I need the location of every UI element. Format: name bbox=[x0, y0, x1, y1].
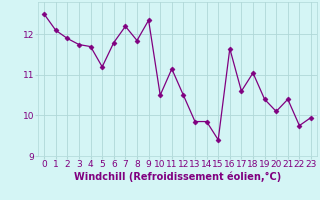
X-axis label: Windchill (Refroidissement éolien,°C): Windchill (Refroidissement éolien,°C) bbox=[74, 172, 281, 182]
